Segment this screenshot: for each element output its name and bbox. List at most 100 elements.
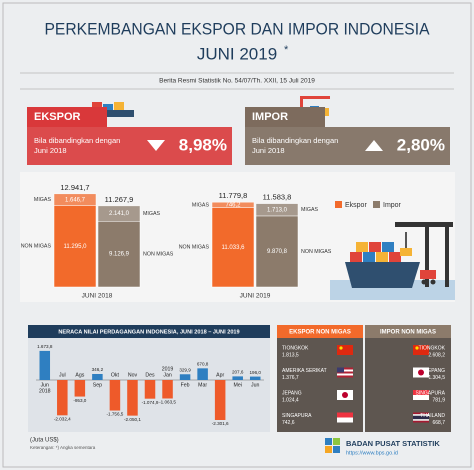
ship-icon: [86, 102, 134, 117]
x-tick-label: Nov: [128, 372, 138, 378]
x-tick-label: Des: [145, 372, 155, 378]
table-title: EKSPOR NON MIGAS: [289, 330, 351, 336]
flag: [342, 392, 348, 398]
x-tick-label: Apr: [216, 372, 224, 378]
x-tick-label: Mar: [198, 382, 207, 388]
title: PERKEMBANGAN EKSPOR DAN IMPOR INDONESIA: [45, 19, 431, 38]
country: AMERIKA SERIKAT: [282, 368, 327, 374]
segment-label: 2.141,0: [109, 211, 130, 217]
segment-name: NON MIGAS: [301, 249, 332, 255]
port-illustration: [330, 222, 455, 300]
summary-text: Juni 2018: [252, 146, 285, 155]
note: Keterangan: *) Angka sementara: [30, 445, 96, 450]
total-label: 11.779,8: [219, 191, 248, 200]
table-body: [365, 338, 451, 432]
bar: [144, 380, 156, 399]
summary-text: Bila dibandingkan dengan: [34, 136, 120, 145]
segment-name: NON MIGAS: [179, 245, 210, 251]
flag: [337, 375, 353, 378]
change-arrow: [147, 140, 165, 151]
flag: [339, 346, 343, 350]
value-label: -2.301,6: [212, 421, 229, 426]
country-value: 1.024,4: [282, 397, 299, 403]
x-tick-label: Jan: [163, 372, 171, 378]
flag: [337, 412, 353, 418]
country: SINGAPURA: [416, 390, 446, 396]
flag: [337, 367, 353, 370]
flag: [413, 420, 429, 423]
bar: [232, 376, 243, 380]
flag: [413, 414, 429, 416]
org-url: https://www.bps.go.id: [346, 450, 398, 456]
balance-panel: [28, 325, 270, 432]
summary-text: Juni 2018: [34, 146, 67, 155]
country: JEPANG: [425, 368, 445, 374]
flag: [337, 367, 344, 373]
bar-segment: [255, 203, 299, 217]
segment-label: 1.646,7: [65, 197, 86, 203]
value-label: 196,0: [249, 370, 261, 375]
flag: [413, 412, 429, 415]
flag: [337, 417, 353, 423]
bar-segment: [97, 221, 141, 288]
country-value: 2.608,2: [428, 352, 445, 358]
table-header: [277, 325, 363, 338]
summary-change: 2,80%: [397, 135, 445, 154]
bar: [249, 376, 261, 380]
segment-name: MIGAS: [143, 211, 161, 217]
summary-tab: [245, 107, 325, 127]
value-label: 329,9: [179, 367, 191, 372]
country: JEPANG: [282, 390, 302, 396]
summary-tab: [27, 107, 107, 127]
country-value: 1.304,5: [428, 375, 445, 381]
summary-body: [27, 127, 232, 165]
x-tick-label: Feb: [181, 382, 190, 388]
x-tick-label: Ags: [75, 372, 84, 378]
segment-label: 11.295,0: [64, 244, 88, 250]
segment-label: 746,2: [225, 202, 241, 208]
org-name: BADAN PUSAT STATISTIK: [346, 439, 440, 448]
value-label: -1.756,5: [106, 412, 123, 417]
segment-name: MIGAS: [34, 197, 52, 203]
table-header: [365, 325, 451, 338]
segment-name: MIGAS: [192, 202, 210, 208]
flag: [413, 395, 429, 400]
country: TIONGKOK: [282, 345, 309, 351]
balance-title-bar: [28, 325, 270, 338]
subtitle: Berita Resmi Statistik No. 54/07/Th. XXI…: [159, 78, 315, 85]
summary-label: IMPOR: [252, 111, 288, 123]
value-label: -2.032,4: [54, 417, 71, 422]
country-value: 742,6: [282, 420, 295, 426]
bar-segment: [53, 205, 97, 288]
bar: [74, 380, 86, 397]
flag: [413, 419, 429, 421]
legend-swatch: [373, 201, 380, 208]
bps-logo: [325, 438, 340, 453]
flag: [413, 415, 429, 420]
x-tick-label: Sep: [93, 382, 102, 388]
bar: [92, 373, 103, 380]
bar: [162, 380, 173, 399]
group-label: JUNI 2018: [82, 293, 113, 300]
segment-name: NON MIGAS: [21, 244, 52, 250]
summary-text: Bila dibandingkan dengan: [252, 136, 338, 145]
bar-segment: [53, 193, 97, 206]
segment-label: 9.126,9: [109, 252, 130, 258]
x-tick-year: 2019: [162, 366, 174, 372]
segment-label: 11.033,6: [222, 245, 246, 251]
title-2: JUNI 2019: [197, 44, 277, 63]
country-value: 1.813,5: [282, 352, 299, 358]
flag: [337, 345, 353, 355]
total-label: 11.583,8: [263, 193, 292, 202]
bar: [179, 374, 191, 380]
legend-label: Ekspor: [345, 202, 367, 209]
balance-title: NERACA NILAI PERDAGANGAN INDONESIA, JUNI…: [58, 329, 239, 335]
flag: [418, 369, 424, 376]
flag: [337, 369, 353, 372]
value-label: -1.074,9: [142, 400, 159, 405]
country-value: 1.376,7: [282, 375, 299, 381]
summary-change: 8,98%: [179, 135, 227, 154]
flag: [413, 345, 429, 355]
x-tick-label: Jul: [59, 372, 66, 378]
summary-body: [245, 127, 450, 165]
